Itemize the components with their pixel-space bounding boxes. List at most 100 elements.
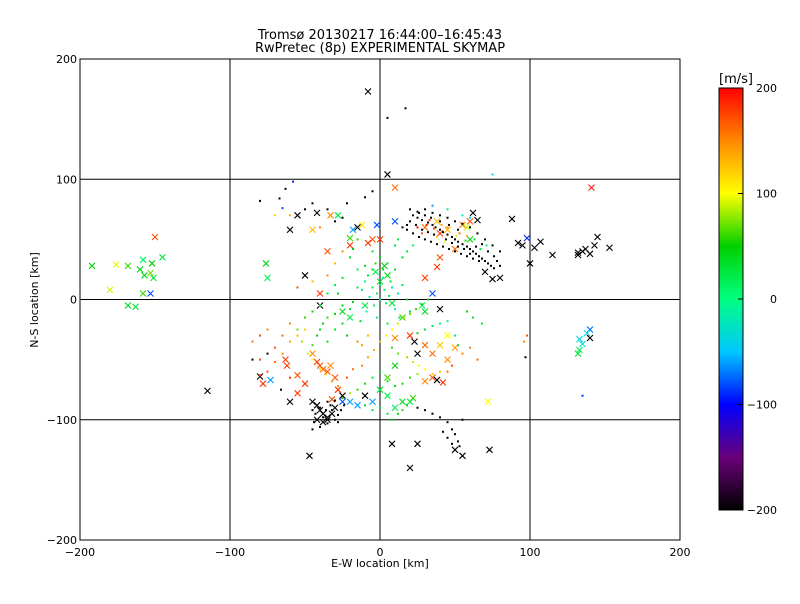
data-point-x	[132, 303, 139, 311]
data-point-dot	[416, 216, 419, 219]
y-tick-label: 200	[56, 53, 77, 66]
data-point-x	[514, 239, 522, 247]
data-point-dot	[391, 418, 393, 421]
data-point-dot	[361, 344, 363, 347]
plot-frame	[79, 58, 681, 541]
data-point-dot	[391, 328, 393, 331]
data-point-dot	[496, 260, 498, 263]
data-point-dot	[394, 244, 396, 247]
data-point-dot	[406, 404, 408, 407]
data-point-dot	[334, 399, 336, 402]
data-point-dot	[493, 267, 495, 270]
data-point-dot	[424, 328, 426, 331]
data-point-dot	[526, 334, 528, 337]
data-point-x	[286, 226, 294, 234]
data-point-x	[339, 398, 346, 406]
data-point-x	[531, 244, 538, 252]
data-point-x	[301, 272, 309, 279]
data-point-x	[139, 290, 147, 297]
data-point-dot	[464, 239, 467, 242]
data-point-dot	[401, 256, 404, 259]
data-point-x	[576, 346, 583, 354]
data-point-x	[159, 254, 166, 261]
data-point-dot	[385, 334, 387, 337]
data-point-x	[364, 239, 372, 247]
data-point-dot	[431, 412, 434, 415]
data-point-x	[306, 452, 313, 460]
data-point-dot	[266, 370, 269, 373]
data-point-dot	[326, 422, 329, 425]
data-point-dot	[409, 310, 411, 313]
data-point-x	[537, 238, 544, 246]
colorbar-tick-label: −200	[747, 504, 777, 517]
data-point-x	[399, 314, 406, 321]
data-point-dot	[424, 238, 426, 241]
data-point-x	[436, 341, 444, 349]
data-point-dot	[278, 197, 281, 200]
x-tick-label: −100	[215, 546, 245, 559]
data-point-dot	[403, 316, 405, 319]
data-point-dot	[487, 262, 489, 265]
data-point-dot	[406, 298, 408, 301]
data-point-x	[388, 299, 396, 307]
data-point-x	[373, 221, 381, 229]
data-point-dot	[296, 334, 299, 337]
data-point-dot	[356, 268, 359, 271]
data-point-dot	[421, 219, 423, 222]
data-point-x	[429, 374, 436, 382]
data-point-dot	[356, 238, 359, 241]
data-point-x	[444, 356, 451, 364]
data-point-x	[574, 251, 582, 259]
data-point-dot	[401, 226, 404, 229]
data-point-dot	[446, 233, 449, 236]
data-point-x	[294, 389, 301, 397]
data-point-dot	[491, 173, 494, 176]
data-point-dot	[446, 320, 449, 323]
data-point-x	[436, 305, 444, 313]
data-point-dot	[409, 208, 411, 211]
data-point-x	[364, 88, 372, 95]
data-point-dot	[448, 223, 450, 226]
data-point-dot	[412, 232, 414, 235]
data-point-x	[451, 446, 459, 454]
data-point-dot	[436, 243, 438, 246]
data-point-dot	[379, 370, 381, 373]
data-point-dot	[325, 373, 327, 376]
data-point-dot	[466, 234, 468, 237]
data-point-dot	[346, 334, 348, 337]
data-point-dot	[349, 392, 351, 395]
data-point-dot	[334, 418, 336, 421]
data-point-dot	[371, 250, 374, 253]
data-point-dot	[364, 264, 366, 267]
data-point-dot	[322, 416, 324, 419]
data-point-dot	[316, 334, 318, 337]
data-point-dot	[476, 232, 479, 235]
data-point-dot	[391, 286, 393, 289]
data-point-x	[313, 209, 321, 217]
data-point-dot	[266, 328, 269, 331]
data-point-dot	[458, 445, 461, 448]
data-point-dot	[337, 413, 339, 416]
data-point-dot	[383, 288, 386, 291]
y-tick-label: −200	[47, 534, 77, 547]
data-point-dot	[490, 264, 492, 267]
data-point-dot	[472, 257, 474, 260]
data-point-dot	[337, 421, 339, 424]
data-point-x	[388, 440, 396, 448]
data-point-dot	[427, 221, 429, 224]
data-point-x	[469, 209, 477, 217]
data-point-x	[331, 374, 339, 382]
data-point-dot	[311, 428, 314, 431]
data-point-dot	[455, 234, 458, 237]
data-point-x	[391, 217, 399, 225]
data-point-x	[519, 241, 526, 249]
data-point-dot	[394, 308, 396, 311]
data-point-x	[579, 340, 586, 348]
data-point-dot	[425, 223, 428, 226]
data-point-x	[150, 274, 157, 282]
data-point-x	[459, 221, 466, 229]
data-point-x	[391, 404, 399, 412]
data-point-dot	[466, 255, 468, 258]
data-point-dot	[266, 352, 269, 355]
data-point-x	[406, 464, 414, 472]
